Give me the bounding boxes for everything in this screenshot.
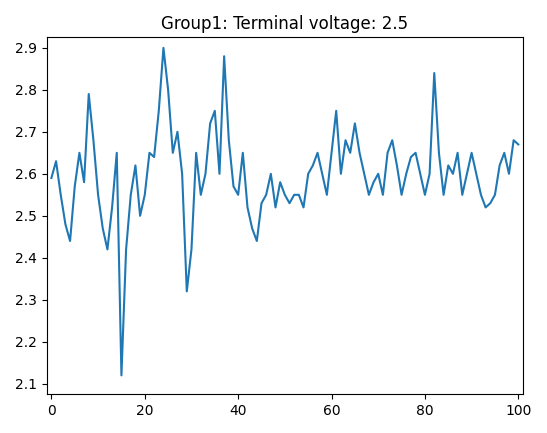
Title: Group1: Terminal voltage: 2.5: Group1: Terminal voltage: 2.5 <box>161 15 409 33</box>
